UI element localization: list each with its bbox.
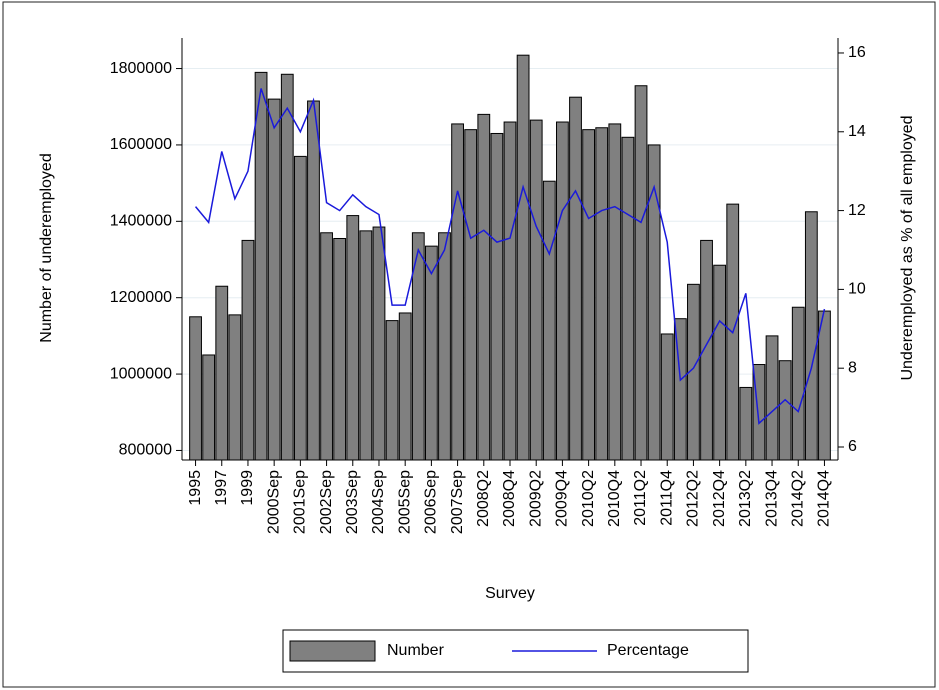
y2-tick-label: 6: [848, 438, 857, 455]
x-tick-label: 2013Q4: [763, 470, 780, 527]
bar: [778, 360, 792, 461]
x-tick-label: 2000Sep: [265, 470, 282, 534]
x-tick-label: 2012Q2: [685, 470, 702, 527]
bar: [280, 73, 294, 461]
bar: [542, 180, 556, 461]
y-tick-label: 1400000: [110, 213, 172, 230]
bar: [529, 119, 543, 461]
bar: [621, 136, 635, 461]
x-tick-label: 2003Sep: [344, 470, 361, 534]
bar: [307, 100, 320, 461]
x-tick-label: 2010Q2: [580, 470, 597, 527]
bar: [267, 98, 281, 461]
y-tick-label: 800000: [119, 442, 172, 459]
x-tick-label: 2008Q2: [475, 470, 492, 527]
bar: [818, 310, 831, 461]
bar: [451, 123, 464, 461]
bar: [241, 239, 255, 461]
bar: [202, 354, 216, 461]
line: [194, 88, 826, 425]
y-tick-label: 1200000: [110, 289, 172, 306]
bar: [713, 264, 727, 461]
legend-label: Number: [387, 642, 445, 659]
bar: [424, 245, 438, 461]
y-tick-label: 1000000: [110, 365, 172, 382]
bar: [739, 386, 753, 461]
y2-tick-label: 8: [848, 359, 857, 376]
bar: [582, 129, 596, 461]
bar: [595, 127, 609, 461]
legend-swatch: [289, 640, 376, 662]
bar: [346, 215, 360, 461]
bar: [293, 155, 307, 461]
x-tick-label: 1997: [213, 470, 230, 506]
bar: [438, 232, 451, 461]
x-tick-label: 2006Sep: [423, 470, 440, 534]
x-tick-label: 2010Q4: [606, 470, 623, 527]
x-tick-label: 2008Q4: [501, 470, 518, 527]
legend-label: Percentage: [607, 642, 689, 659]
bar: [647, 144, 661, 461]
x-tick-label: 2001Sep: [292, 470, 309, 534]
x-tick-label: 2009Q4: [554, 470, 571, 527]
bar: [490, 132, 504, 461]
bar: [660, 333, 674, 461]
x-tick-label: 2004Sep: [370, 470, 387, 534]
x-tick-label: 2009Q2: [527, 470, 544, 527]
x-tick-label: 2011Q2: [632, 470, 649, 526]
y-tick-label: 1600000: [110, 136, 172, 153]
bar: [608, 123, 622, 461]
bar: [503, 121, 517, 461]
bar: [398, 312, 412, 461]
bar: [634, 85, 648, 461]
bar: [359, 230, 373, 461]
y2-tick-label: 12: [848, 202, 866, 219]
x-tick-label: 2014Q2: [789, 470, 806, 527]
bar: [320, 232, 333, 461]
y-axis-title: Number of underemployed: [38, 153, 55, 342]
bar: [333, 237, 347, 461]
x-tick-label: 2002Sep: [318, 470, 335, 534]
bar: [372, 226, 386, 461]
bar: [254, 71, 268, 461]
y2-axis-title: Underemployed as % of all employed: [899, 115, 916, 380]
bar: [700, 239, 713, 461]
x-axis-title: Survey: [485, 585, 535, 602]
x-tick-label: 2011Q4: [658, 470, 675, 526]
x-tick-label: 1995: [187, 470, 204, 506]
y2-tick-label: 10: [848, 281, 866, 298]
x-tick-label: 1999: [239, 470, 256, 506]
x-tick-label: 2013Q2: [737, 470, 754, 527]
bar: [228, 314, 242, 461]
y2-tick-label: 14: [848, 123, 866, 140]
x-tick-label: 2014Q4: [816, 470, 833, 527]
bar: [464, 129, 478, 461]
bar: [516, 54, 530, 461]
bar: [569, 96, 582, 461]
bar: [215, 285, 229, 461]
x-tick-label: 2005Sep: [396, 470, 413, 534]
bar: [791, 306, 805, 461]
y2-tick-label: 16: [848, 44, 866, 61]
x-tick-label: 2007Sep: [449, 470, 466, 534]
bar: [765, 335, 779, 461]
bar: [385, 320, 399, 461]
bar: [556, 121, 569, 461]
y-tick-label: 1800000: [110, 60, 172, 77]
bar: [804, 211, 818, 461]
x-tick-label: 2012Q4: [711, 470, 728, 527]
bar: [189, 316, 202, 461]
bar: [477, 113, 491, 461]
